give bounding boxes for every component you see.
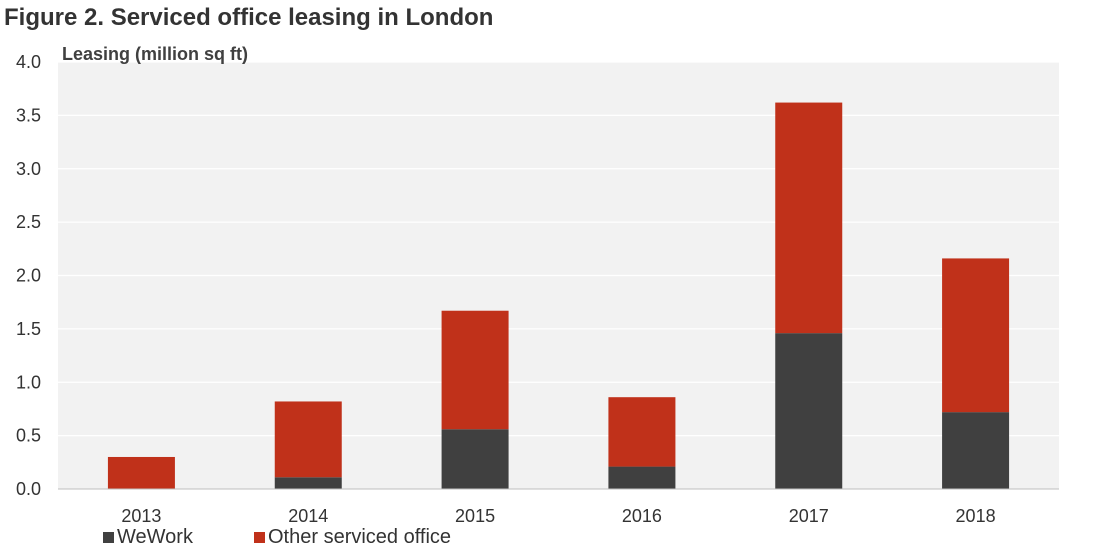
bar-other-serviced-office-2018: [942, 258, 1010, 413]
legend-swatch: [103, 532, 114, 543]
y-tick-label: 0.0: [16, 479, 41, 499]
bars: [107, 102, 1010, 489]
legend-swatch: [254, 532, 265, 543]
bar-other-serviced-office-2016: [608, 397, 676, 467]
x-tick-label: 2015: [455, 506, 495, 526]
y-tick-label: 2.5: [16, 212, 41, 232]
y-axis-label: Leasing (million sq ft): [62, 44, 248, 64]
x-tick-label: 2016: [622, 506, 662, 526]
legend-label: WeWork: [117, 526, 194, 548]
bar-wework-2018: [942, 412, 1010, 489]
gridlines: [58, 61, 1059, 437]
y-tick-label: 2.0: [16, 266, 41, 286]
legend: WeWork Other serviced office: [103, 526, 451, 548]
bar-other-serviced-office-2017: [775, 102, 843, 334]
bar-wework-2015: [441, 429, 509, 489]
x-tick-label: 2013: [121, 506, 161, 526]
y-tick-label: 3.0: [16, 159, 41, 179]
bar-wework-2017: [775, 333, 843, 489]
bar-other-serviced-office-2014: [274, 401, 342, 478]
y-tick-label: 1.5: [16, 319, 41, 339]
bar-wework-2014: [274, 477, 342, 489]
legend-label: Other serviced office: [268, 526, 451, 548]
chart-title: Figure 2. Serviced office leasing in Lon…: [4, 4, 494, 31]
y-axis-ticks: 0.0 0.5 1.0 1.5 2.0 2.5 3.0 3.5 4.0: [16, 52, 41, 499]
x-tick-label: 2018: [956, 506, 996, 526]
x-axis-ticks: 2013 2014 2015 2016 2017 2018: [121, 506, 995, 526]
x-tick-label: 2014: [288, 506, 328, 526]
y-tick-label: 0.5: [16, 426, 41, 446]
y-tick-label: 3.5: [16, 105, 41, 125]
y-tick-label: 1.0: [16, 372, 41, 392]
y-tick-label: 4.0: [16, 52, 41, 72]
bar-wework-2016: [608, 466, 676, 489]
bar-other-serviced-office-2015: [441, 310, 509, 430]
bar-other-serviced-office-2013: [107, 456, 175, 489]
x-tick-label: 2017: [789, 506, 829, 526]
